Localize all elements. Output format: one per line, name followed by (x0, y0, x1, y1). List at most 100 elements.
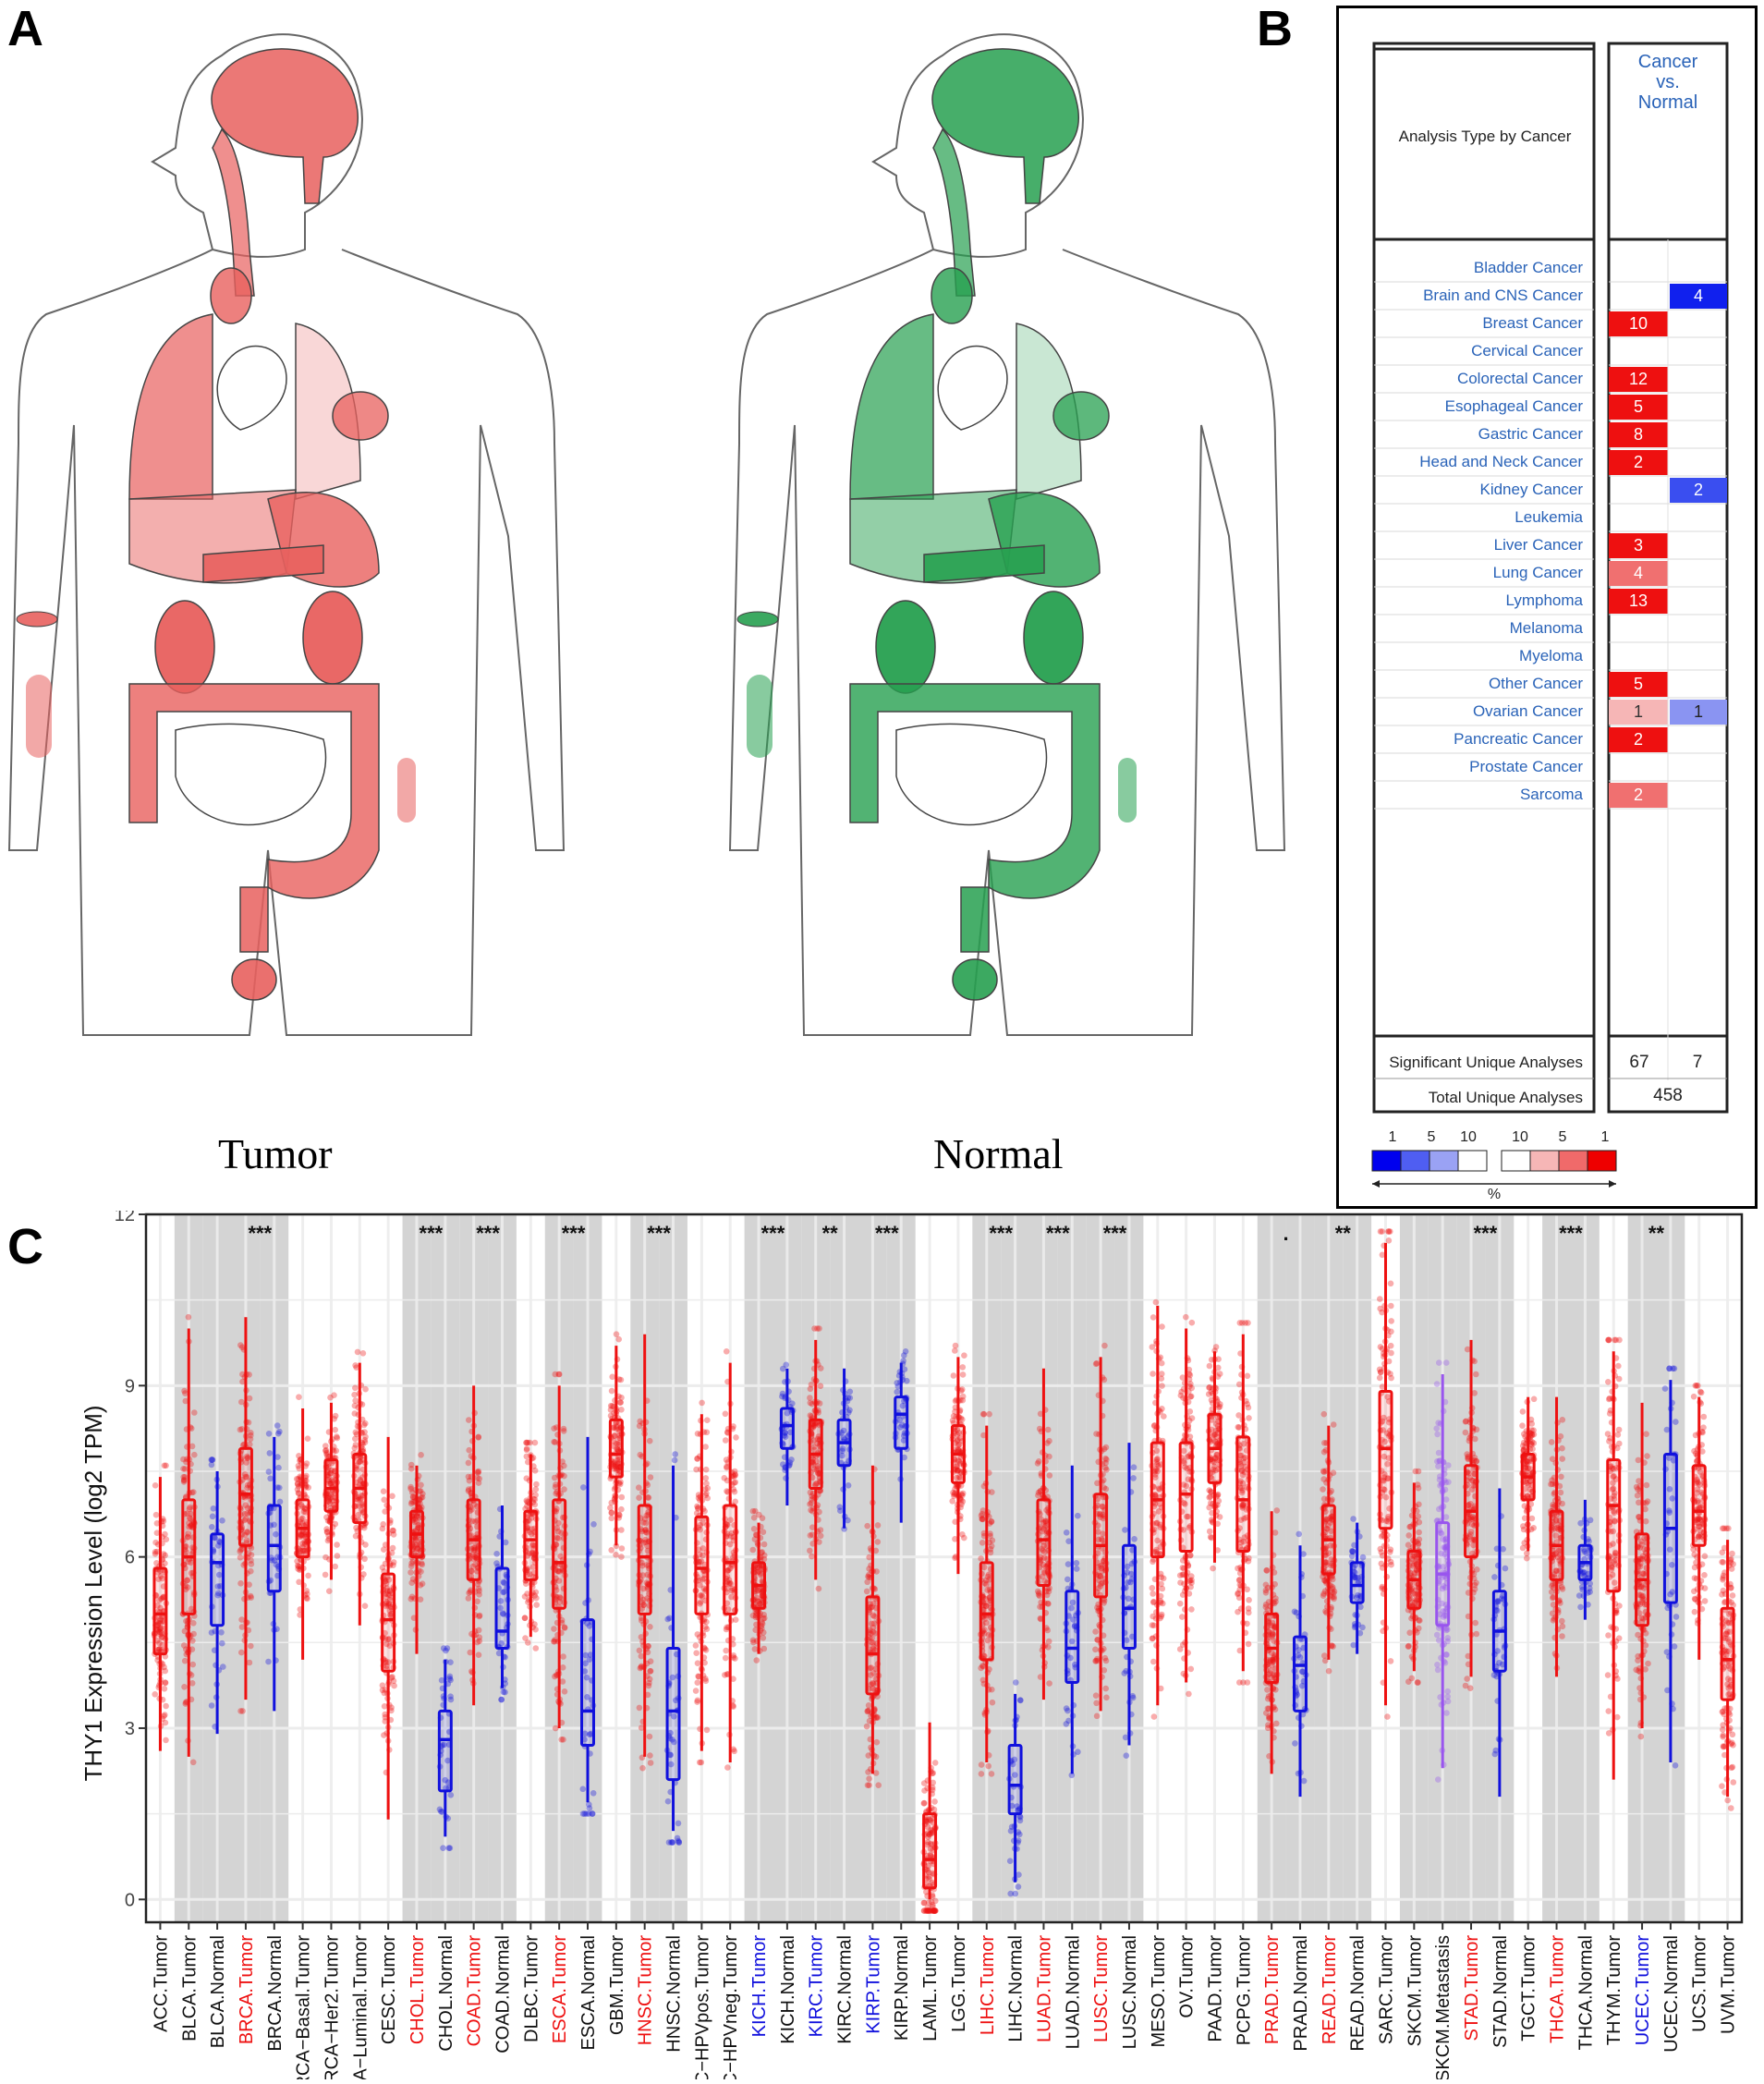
point-TGCT.Tumor (1519, 1422, 1526, 1429)
point-LUSC.Tumor (1093, 1692, 1100, 1699)
point-SKCM.Tumor (1415, 1679, 1421, 1686)
point-ESCA.Tumor (560, 1664, 566, 1671)
point-SARC.Tumor (1388, 1281, 1394, 1287)
normal-hip-tissue (1118, 758, 1137, 823)
point-BRCA−Luminal.Tumor (355, 1349, 361, 1356)
row-label-1[interactable]: Brain and CNS Cancer (1423, 286, 1583, 304)
row-label-16[interactable]: Ovarian Cancer (1473, 702, 1583, 720)
point-BRCA−Luminal.Tumor (360, 1350, 367, 1357)
point-HNSC.Tumor (637, 1423, 643, 1430)
point-BLCA.Normal (211, 1505, 217, 1512)
point-LUSC.Normal (1130, 1475, 1137, 1481)
significant-label: Significant Unique Analyses (1389, 1054, 1583, 1071)
point-BLCA.Tumor (182, 1628, 189, 1635)
row-label-9[interactable]: Leukemia (1515, 508, 1583, 526)
point-LIHC.Tumor (979, 1771, 985, 1777)
panel-b-oncomine-table: Analysis Type by Cancer Cancer vs. Norma… (1336, 6, 1758, 1209)
point-HNSC.Normal (676, 1839, 683, 1846)
point-BRCA.Tumor (238, 1650, 245, 1656)
point-KIRP.Tumor (864, 1589, 870, 1595)
point-KIRC.Normal (847, 1389, 854, 1395)
point-PRAD.Tumor (1263, 1567, 1270, 1574)
point-BRCA−Her2.Tumor (332, 1427, 338, 1433)
point-BRCA−Her2.Tumor (326, 1588, 333, 1594)
row-label-10[interactable]: Liver Cancer (1494, 536, 1584, 554)
tumor-arm-tissue (26, 675, 52, 758)
point-STAD.Normal (1491, 1574, 1498, 1580)
point-ESCA.Tumor (562, 1688, 568, 1695)
point-HNSC−HPVpos.Tumor (693, 1688, 700, 1694)
point-GBM.Tumor (619, 1494, 626, 1501)
point-SKCM.Metastasis (1434, 1432, 1441, 1438)
point-TGCT.Tumor (1529, 1516, 1536, 1522)
row-label-11[interactable]: Lung Cancer (1493, 564, 1584, 581)
row-label-18[interactable]: Prostate Cancer (1469, 758, 1583, 775)
down-value-8: 2 (1694, 481, 1703, 499)
row-label-19[interactable]: Sarcoma (1520, 786, 1584, 803)
row-label-14[interactable]: Myeloma (1519, 647, 1584, 664)
row-label-13[interactable]: Melanoma (1510, 619, 1584, 637)
row-label-12[interactable]: Lymphoma (1506, 591, 1584, 609)
point-HNSC−HPVpos.Tumor (694, 1456, 700, 1462)
normal-prostate (953, 959, 997, 1000)
point-LUAD.Normal (1075, 1749, 1081, 1755)
point-MESO.Tumor (1150, 1659, 1157, 1665)
row-label-5[interactable]: Esophageal Cancer (1445, 397, 1584, 415)
point-HNSC−HPVpos.Tumor (703, 1475, 710, 1481)
point-MESO.Tumor (1150, 1590, 1156, 1597)
row-label-8[interactable]: Kidney Cancer (1479, 481, 1583, 498)
point-OV.Tumor (1187, 1381, 1194, 1387)
point-HNSC.Normal (665, 1798, 672, 1805)
legend-arrow-right (1609, 1180, 1616, 1188)
point-BRCA.Normal (275, 1431, 282, 1437)
row-label-3[interactable]: Cervical Cancer (1471, 342, 1583, 360)
point-HNSC.Tumor (646, 1494, 652, 1501)
row-label-17[interactable]: Pancreatic Cancer (1454, 730, 1583, 748)
row-label-7[interactable]: Head and Neck Cancer (1419, 453, 1583, 470)
row-label-15[interactable]: Other Cancer (1489, 675, 1583, 692)
point-HNSC−HPVneg.Tumor (731, 1749, 737, 1755)
legend-right-swatch-2 (1559, 1151, 1588, 1171)
row-label-4[interactable]: Colorectal Cancer (1457, 370, 1583, 387)
point-STAD.Tumor (1474, 1631, 1480, 1638)
point-KIRP.Tumor (864, 1523, 870, 1529)
point-MESO.Tumor (1159, 1383, 1165, 1389)
point-ACC.Tumor (163, 1703, 169, 1710)
tumor-body-group (9, 34, 564, 1035)
point-CESC.Tumor (382, 1703, 388, 1710)
point-BRCA−Her2.Tumor (322, 1572, 329, 1578)
point-SARC.Tumor (1378, 1228, 1384, 1235)
point-ACC.Tumor (152, 1482, 159, 1489)
point-SKCM.Tumor (1405, 1678, 1412, 1685)
point-BRCA−Basal.Tumor (294, 1558, 300, 1565)
point-BLCA.Normal (209, 1462, 215, 1469)
tumor-hip-tissue (397, 758, 416, 823)
point-COAD.Tumor (476, 1651, 482, 1658)
point-COAD.Tumor (466, 1474, 472, 1481)
point-LAML.Tumor (932, 1898, 939, 1905)
point-SKCM.Metastasis (1443, 1710, 1450, 1716)
point-LUSC.Tumor (1102, 1465, 1109, 1471)
point-LUAD.Tumor (1045, 1601, 1052, 1607)
point-BRCA.Tumor (237, 1427, 244, 1433)
point-SKCM.Tumor (1405, 1532, 1412, 1539)
point-CHOL.Tumor (418, 1494, 424, 1501)
point-STAD.Tumor (1474, 1458, 1480, 1465)
point-MESO.Tumor (1150, 1614, 1156, 1620)
point-HNSC−HPVneg.Tumor (723, 1655, 729, 1662)
point-KICH.Tumor (754, 1657, 760, 1664)
point-ACC.Tumor (162, 1686, 168, 1692)
point-LIHC.Tumor (989, 1771, 995, 1777)
point-LAML.Tumor (931, 1798, 938, 1805)
point-BLCA.Tumor (189, 1444, 196, 1450)
point-BRCA.Tumor (247, 1395, 253, 1402)
tumor-thyroid (211, 268, 251, 323)
point-READ.Tumor (1320, 1592, 1327, 1599)
tumor-lung-right (129, 314, 213, 499)
point-HNSC−HPVneg.Tumor (724, 1456, 730, 1463)
row-label-6[interactable]: Gastric Cancer (1478, 425, 1584, 443)
point-BLCA.Tumor (190, 1631, 197, 1638)
row-label-0[interactable]: Bladder Cancer (1474, 259, 1583, 276)
point-GBM.Tumor (609, 1516, 615, 1522)
row-label-2[interactable]: Breast Cancer (1482, 314, 1583, 332)
